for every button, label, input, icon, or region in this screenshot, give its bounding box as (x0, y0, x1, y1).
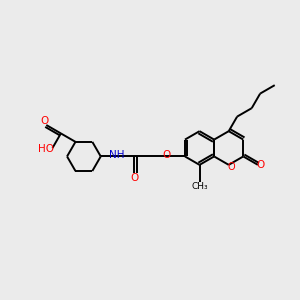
Text: O: O (228, 162, 236, 172)
Text: O: O (162, 150, 170, 161)
Text: NH: NH (109, 150, 124, 161)
Text: HO: HO (38, 144, 53, 154)
Text: CH₃: CH₃ (191, 182, 208, 191)
Text: O: O (40, 116, 48, 126)
Text: O: O (257, 160, 265, 170)
Text: O: O (130, 173, 139, 183)
